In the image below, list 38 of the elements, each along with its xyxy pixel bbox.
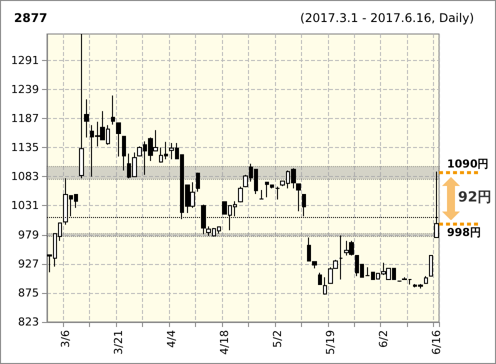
chart-title: 2877 [14,11,48,25]
candlestick [116,122,121,157]
candlestick [238,186,243,203]
x-tick-label: 6/16 [430,330,443,355]
ref-line-label: 1090円 [447,158,489,171]
y-tick-label: 1031 [11,199,39,212]
y-tick-label: 927 [18,257,39,270]
x-tick-label: 4/18 [218,330,231,355]
candlestick [429,254,433,277]
text: 92円 [458,189,492,206]
x-tick-label: 4/4 [164,330,178,348]
y-tick-label: 1083 [11,170,39,184]
y-tick-label: 823 [18,316,39,328]
x-tick-label: 6/2 [376,330,390,348]
y-tick-label: 1187 [11,112,39,125]
x-tick-label: 3/6 [59,330,72,348]
candlestick [339,234,343,280]
y-tick-label: 979 [18,228,39,242]
candlestick [122,136,126,171]
candlestick [196,172,200,192]
candlestick [424,276,428,284]
candlestick [259,190,264,200]
candlestick [84,98,89,138]
candlestick [318,272,322,286]
candlestick [111,95,115,126]
y-tick-label: 1135 [11,141,39,154]
ref-line-label: 998円 [447,226,481,240]
chart-subtitle: (2017.3.1 - 2017.6.16, Daily) [300,11,474,25]
candlestick [275,186,280,200]
candlestick [79,34,84,179]
x-tick-label: 3/21 [112,330,126,355]
y-tick-label: 875 [18,286,39,300]
x-tick-label: 5/19 [324,330,337,355]
y-tick-label: 1239 [11,82,39,96]
candlestick [296,182,301,212]
x-tick-label: 5/2 [270,330,284,348]
candlestick [323,276,327,296]
y-tick-label: 1291 [11,54,39,67]
